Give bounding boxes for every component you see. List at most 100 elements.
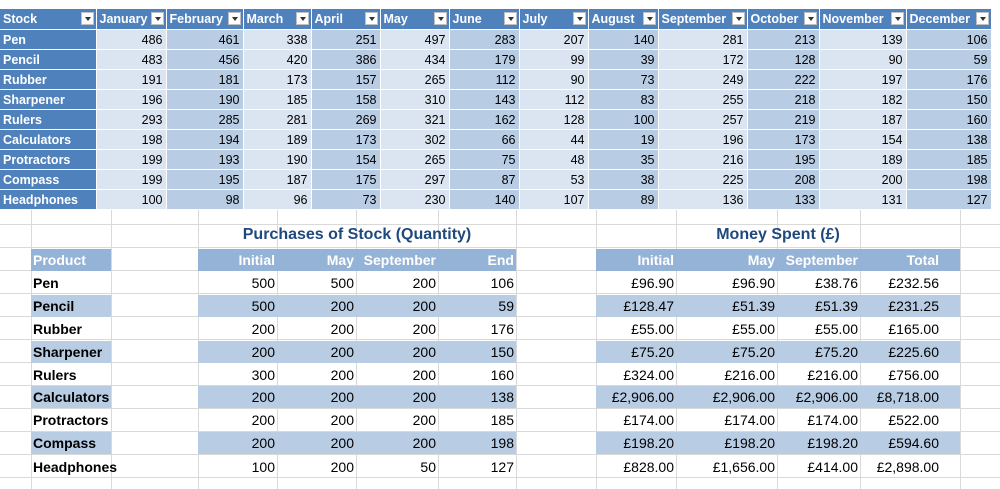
stock-cell[interactable]: 136 bbox=[658, 189, 748, 210]
column-header-february[interactable]: February bbox=[166, 9, 244, 30]
stock-cell[interactable]: 140 bbox=[588, 29, 659, 50]
stock-cell[interactable]: 181 bbox=[166, 69, 244, 90]
stock-cell[interactable]: 100 bbox=[96, 189, 167, 210]
purchase-quantity-cell[interactable]: 200 bbox=[330, 389, 354, 405]
stock-cell[interactable]: 98 bbox=[166, 189, 244, 210]
stock-cell[interactable]: 230 bbox=[380, 189, 450, 210]
stock-item-name[interactable]: Protractors bbox=[0, 149, 97, 170]
purchase-quantity-cell[interactable]: 200 bbox=[330, 412, 354, 428]
stock-cell[interactable]: 218 bbox=[747, 89, 820, 110]
stock-cell[interactable]: 112 bbox=[519, 89, 589, 110]
stock-cell[interactable]: 193 bbox=[166, 149, 244, 170]
stock-cell[interactable]: 189 bbox=[819, 149, 907, 170]
stock-cell[interactable]: 89 bbox=[588, 189, 659, 210]
money-spent-cell[interactable]: £8,718.00 bbox=[876, 389, 939, 405]
money-spent-cell[interactable]: £38.76 bbox=[815, 275, 858, 291]
stock-cell[interactable]: 199 bbox=[96, 169, 167, 190]
money-spent-cell[interactable]: £232.56 bbox=[888, 275, 939, 291]
stock-cell[interactable]: 386 bbox=[311, 49, 381, 70]
purchase-quantity-cell[interactable]: 200 bbox=[330, 321, 354, 337]
stock-cell[interactable]: 249 bbox=[658, 69, 748, 90]
stock-cell[interactable]: 461 bbox=[166, 29, 244, 50]
stock-cell[interactable]: 198 bbox=[906, 169, 992, 190]
stock-cell[interactable]: 338 bbox=[243, 29, 312, 50]
product-name[interactable]: Protractors bbox=[33, 412, 109, 428]
stock-cell[interactable]: 265 bbox=[380, 69, 450, 90]
stock-cell[interactable]: 207 bbox=[519, 29, 589, 50]
stock-cell[interactable]: 265 bbox=[380, 149, 450, 170]
stock-cell[interactable]: 162 bbox=[449, 109, 520, 130]
purchase-quantity-cell[interactable]: 500 bbox=[251, 275, 275, 291]
money-spent-cell[interactable]: £55.00 bbox=[815, 321, 858, 337]
money-spent-cell[interactable]: £96.90 bbox=[732, 275, 775, 291]
stock-item-name[interactable]: Pencil bbox=[0, 49, 97, 70]
stock-cell[interactable]: 281 bbox=[658, 29, 748, 50]
stock-cell[interactable]: 154 bbox=[311, 149, 381, 170]
money-spent-cell[interactable]: £594.60 bbox=[888, 435, 939, 451]
product-name[interactable]: Rulers bbox=[33, 367, 77, 383]
money-spent-cell[interactable]: £828.00 bbox=[623, 459, 674, 475]
stock-cell[interactable]: 150 bbox=[906, 89, 992, 110]
stock-cell[interactable]: 19 bbox=[588, 129, 659, 150]
stock-cell[interactable]: 127 bbox=[906, 189, 992, 210]
filter-dropdown-icon[interactable] bbox=[150, 12, 164, 25]
stock-cell[interactable]: 128 bbox=[519, 109, 589, 130]
stock-cell[interactable]: 434 bbox=[380, 49, 450, 70]
column-header-july[interactable]: July bbox=[519, 9, 589, 30]
money-spent-cell[interactable]: £216.00 bbox=[724, 367, 775, 383]
column-header-november[interactable]: November bbox=[819, 9, 907, 30]
stock-cell[interactable]: 196 bbox=[658, 129, 748, 150]
stock-cell[interactable]: 182 bbox=[819, 89, 907, 110]
column-header-december[interactable]: December bbox=[906, 9, 992, 30]
filter-dropdown-icon[interactable] bbox=[227, 12, 241, 25]
stock-cell[interactable]: 257 bbox=[658, 109, 748, 130]
stock-cell[interactable]: 187 bbox=[243, 169, 312, 190]
column-header-stock[interactable]: Stock bbox=[0, 9, 97, 30]
product-name[interactable]: Pen bbox=[33, 275, 59, 291]
stock-cell[interactable]: 456 bbox=[166, 49, 244, 70]
stock-cell[interactable]: 154 bbox=[819, 129, 907, 150]
money-spent-cell[interactable]: £198.20 bbox=[807, 435, 858, 451]
money-column-header[interactable]: Total bbox=[906, 252, 939, 268]
stock-cell[interactable]: 179 bbox=[449, 49, 520, 70]
stock-cell[interactable]: 269 bbox=[311, 109, 381, 130]
money-spent-cell[interactable]: £55.00 bbox=[631, 321, 674, 337]
filter-dropdown-icon[interactable] bbox=[572, 12, 586, 25]
purchase-quantity-cell[interactable]: 200 bbox=[412, 275, 436, 291]
stock-cell[interactable]: 255 bbox=[658, 89, 748, 110]
purchase-quantity-cell[interactable]: 100 bbox=[251, 459, 275, 475]
filter-dropdown-icon[interactable] bbox=[433, 12, 447, 25]
filter-dropdown-icon[interactable] bbox=[731, 12, 745, 25]
money-spent-cell[interactable]: £174.00 bbox=[807, 412, 858, 428]
money-spent-cell[interactable]: £231.25 bbox=[888, 298, 939, 314]
purchase-quantity-cell[interactable]: 59 bbox=[498, 298, 514, 314]
stock-cell[interactable]: 198 bbox=[96, 129, 167, 150]
stock-cell[interactable]: 195 bbox=[166, 169, 244, 190]
money-spent-cell[interactable]: £1,656.00 bbox=[712, 459, 775, 475]
filter-dropdown-icon[interactable] bbox=[364, 12, 378, 25]
purchase-quantity-cell[interactable]: 200 bbox=[251, 389, 275, 405]
purchases-column-header[interactable]: September bbox=[363, 252, 436, 268]
purchase-quantity-cell[interactable]: 200 bbox=[412, 435, 436, 451]
stock-cell[interactable]: 285 bbox=[166, 109, 244, 130]
purchases-column-header[interactable]: End bbox=[487, 252, 514, 268]
stock-cell[interactable]: 420 bbox=[243, 49, 312, 70]
purchase-quantity-cell[interactable]: 160 bbox=[490, 367, 514, 383]
stock-cell[interactable]: 185 bbox=[243, 89, 312, 110]
money-spent-cell[interactable]: £2,898.00 bbox=[876, 459, 939, 475]
filter-dropdown-icon[interactable] bbox=[80, 12, 94, 25]
stock-cell[interactable]: 128 bbox=[747, 49, 820, 70]
stock-item-name[interactable]: Pen bbox=[0, 29, 97, 50]
money-spent-cell[interactable]: £225.60 bbox=[888, 344, 939, 360]
stock-cell[interactable]: 185 bbox=[906, 149, 992, 170]
purchase-quantity-cell[interactable]: 500 bbox=[330, 275, 354, 291]
purchase-quantity-cell[interactable]: 106 bbox=[490, 275, 514, 291]
product-name[interactable]: Calculators bbox=[33, 389, 110, 405]
product-name[interactable]: Headphones bbox=[33, 459, 118, 475]
stock-cell[interactable]: 197 bbox=[819, 69, 907, 90]
column-header-march[interactable]: March bbox=[243, 9, 312, 30]
stock-cell[interactable]: 189 bbox=[243, 129, 312, 150]
stock-cell[interactable]: 66 bbox=[449, 129, 520, 150]
stock-cell[interactable]: 281 bbox=[243, 109, 312, 130]
stock-cell[interactable]: 497 bbox=[380, 29, 450, 50]
